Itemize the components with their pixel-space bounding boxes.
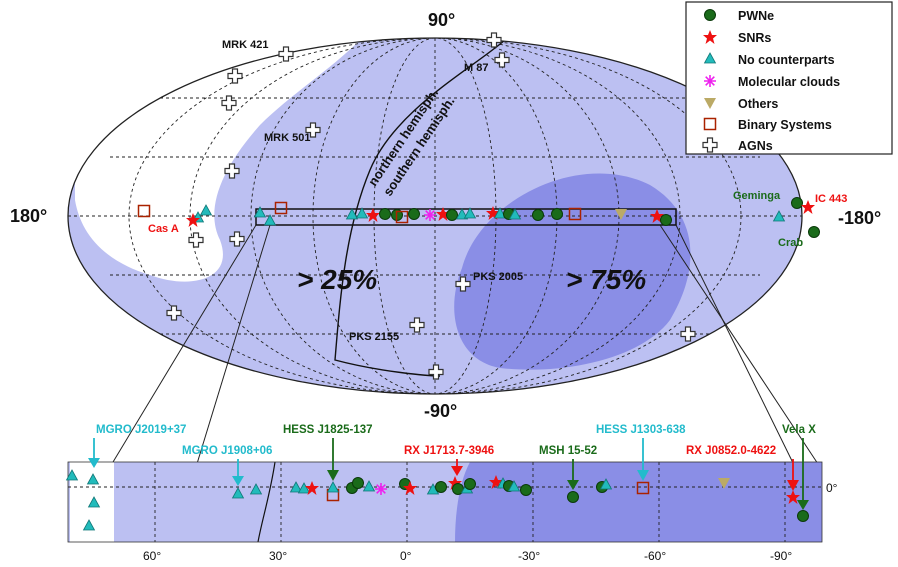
lon-180-label: 180° [10, 206, 47, 226]
strip-frame [67, 461, 823, 543]
hemisphere-boundary [334, 39, 506, 377]
agn-label: MRK 501 [264, 132, 310, 144]
north-fraction-label: > 25% [297, 264, 377, 295]
agn-label: PKS 2005 [473, 271, 523, 283]
agn-label: M 87 [464, 62, 488, 74]
legend-label: Binary Systems [738, 118, 832, 132]
geminga-label: Geminga [733, 190, 781, 202]
callout-label: MSH 15-52 [539, 445, 597, 457]
callout-label: Vela X [782, 424, 816, 436]
south-fraction-label: > 75% [566, 264, 646, 295]
sky-ellipse-outline [67, 37, 803, 395]
callout-label: RX J0852.0-4622 [686, 445, 776, 457]
strip-tick-label: 30° [269, 549, 287, 563]
legend-pwne-icon [704, 9, 716, 21]
strip-lat-label: 0° [826, 481, 838, 495]
strip-tick-label: -30° [518, 549, 540, 563]
zoom-lines [109, 224, 821, 468]
ic443-label: IC 443 [815, 193, 847, 205]
lon-minus180-label: -180° [838, 208, 881, 228]
strip-hemisphere-boundary [257, 462, 276, 542]
legend-molecular-cloud-icon [703, 74, 717, 88]
callout-label: HESS J1303-638 [596, 424, 686, 436]
legend-label: SNRs [738, 31, 771, 45]
lat-minus90-label: -90° [424, 401, 457, 421]
strip-callouts: MGRO J2019+37 MGRO J1908+06 HESS J1825-1… [88, 424, 816, 510]
callout-label: MGRO J1908+06 [182, 445, 272, 457]
legend: PWNe SNRs No counterparts Molecular clou… [685, 1, 893, 155]
legend-label: Molecular clouds [738, 75, 840, 89]
plane-strip: 60° 30° 0° -30° -60° -90° 0° [66, 461, 838, 563]
legend-label: PWNe [738, 9, 774, 23]
strip-tick-label: 0° [400, 549, 412, 563]
legend-label: AGNs [738, 139, 773, 153]
strip-tick-label: -90° [770, 549, 792, 563]
agn-label: MRK 421 [222, 39, 268, 51]
callout-label: HESS J1825-137 [283, 424, 373, 436]
strip-tick-label: 60° [143, 549, 161, 563]
agn-label: PKS 2155 [349, 331, 399, 343]
strip-dark-region [455, 462, 822, 542]
crab-label: Crab [778, 237, 803, 249]
callout-label: MGRO J2019+37 [96, 424, 186, 436]
strip-tick-label: -60° [644, 549, 666, 563]
callout-label: RX J1713.7-3946 [404, 445, 494, 457]
legend-label: Others [738, 97, 778, 111]
legend-label: No counterparts [738, 53, 835, 67]
legend-box [685, 1, 893, 155]
cas-a-label: Cas A [148, 223, 179, 235]
strip-meridians [154, 462, 786, 542]
lat-90-label: 90° [428, 10, 455, 30]
high-visibility-region [454, 173, 691, 370]
